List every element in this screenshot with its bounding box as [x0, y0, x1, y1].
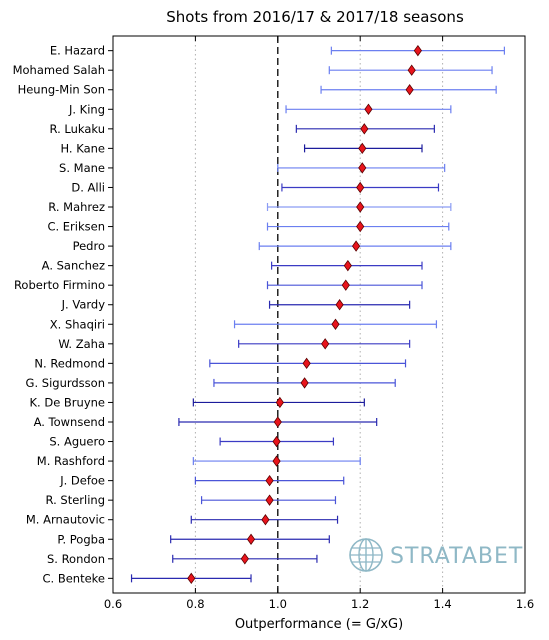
player-label: M. Rashford: [37, 454, 105, 468]
value-marker: [265, 474, 274, 487]
x-tick-label: 1.4: [433, 597, 451, 611]
value-marker: [273, 416, 282, 428]
value-marker: [351, 240, 361, 252]
grid-lines: [194, 36, 444, 593]
player-label: J. Vardy: [61, 298, 106, 312]
value-marker: [364, 103, 373, 115]
player-label: G. Sigurdsson: [26, 376, 105, 390]
player-label: S. Rondon: [47, 552, 105, 566]
value-marker: [272, 455, 281, 467]
x-tick-label: 0.6: [104, 597, 122, 611]
value-markers: [187, 44, 422, 585]
player-label: X. Shaqiri: [50, 317, 105, 331]
player-label: N. Redmond: [34, 356, 105, 370]
player-label: R. Sterling: [46, 493, 105, 507]
watermark: STRATABET: [349, 538, 523, 572]
plot-frame: [112, 35, 526, 594]
value-marker: [356, 181, 365, 194]
value-marker: [300, 377, 309, 389]
value-marker: [246, 533, 256, 545]
value-marker: [302, 357, 311, 370]
value-marker: [356, 220, 365, 233]
player-label: Heung-Min Son: [18, 83, 105, 97]
x-axis-ticks: 0.6 0.8 1.0 1.2 1.4 1.6: [104, 36, 534, 611]
player-label: S. Aguero: [49, 435, 105, 449]
player-label: C. Eriksen: [47, 220, 105, 234]
player-label: R. Mahrez: [48, 200, 105, 214]
x-tick-label: 1.2: [351, 597, 369, 611]
value-marker: [321, 338, 330, 350]
value-marker: [265, 494, 274, 506]
player-labels: E. Hazard Mohamed Salah Heung-Min Son J. Ki…: [13, 44, 113, 585]
player-label: Mohamed Salah: [13, 63, 105, 77]
value-marker: [335, 299, 344, 311]
value-marker: [405, 84, 414, 96]
value-marker: [360, 123, 369, 135]
value-marker: [240, 553, 249, 565]
value-marker: [356, 201, 365, 213]
value-marker: [407, 64, 416, 76]
player-label: K. De Bruyne: [29, 395, 105, 409]
watermark-text: STRATABET: [390, 544, 523, 569]
globe-icon: [349, 538, 383, 572]
value-marker: [187, 572, 196, 585]
value-marker: [272, 435, 281, 448]
player-label: C. Benteke: [42, 571, 105, 585]
value-marker: [261, 514, 270, 526]
player-label: A. Townsend: [34, 415, 105, 429]
value-marker: [343, 259, 352, 272]
player-label: Roberto Firmino: [14, 278, 105, 292]
player-label: Pedro: [73, 239, 105, 253]
value-marker: [331, 318, 340, 330]
value-marker: [341, 279, 350, 291]
player-label: D. Alli: [71, 180, 105, 194]
value-marker: [413, 44, 422, 57]
player-label: J. King: [68, 102, 105, 116]
chart-title: Shots from 2016/17 & 2017/18 seasons: [166, 8, 464, 26]
x-tick-label: 0.8: [186, 597, 204, 611]
player-label: A. Sanchez: [42, 259, 105, 273]
error-bars: [130, 46, 505, 583]
player-label: J. Defoe: [59, 474, 105, 488]
x-tick-label: 1.6: [516, 597, 534, 611]
player-label: M. Arnautovic: [26, 513, 105, 527]
player-label: R. Lukaku: [50, 122, 105, 136]
value-marker: [358, 142, 367, 155]
player-label: H. Kane: [60, 141, 105, 155]
x-axis-label: Outperformance (= G/xG): [235, 617, 403, 632]
player-label: E. Hazard: [50, 44, 105, 58]
value-marker: [358, 162, 367, 174]
player-label: P. Pogba: [57, 532, 105, 546]
x-tick-label: 1.0: [269, 597, 287, 611]
player-label: W. Zaha: [58, 337, 105, 351]
value-marker: [275, 396, 284, 409]
player-label: S. Mane: [59, 161, 105, 175]
